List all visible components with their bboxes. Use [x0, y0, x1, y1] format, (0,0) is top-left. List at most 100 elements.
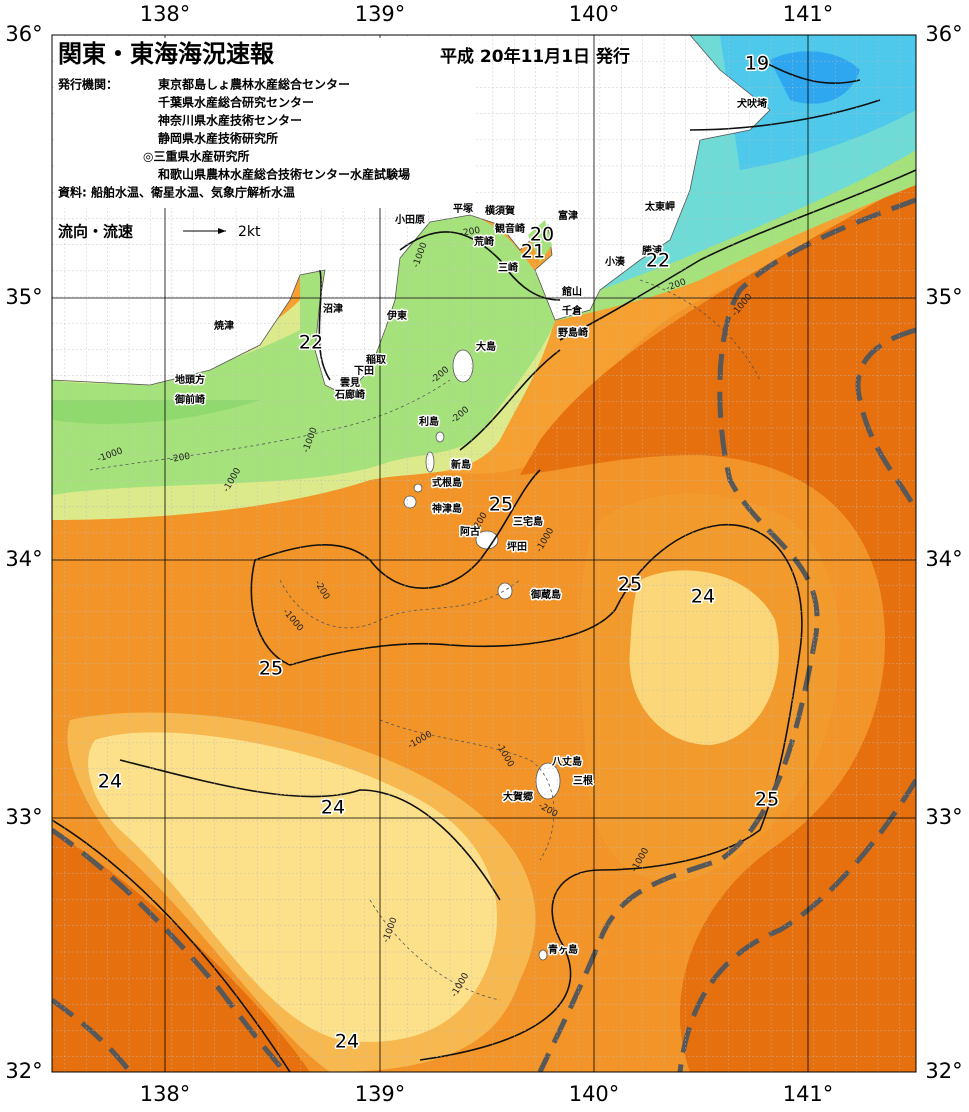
legend-arrowhead	[218, 228, 226, 234]
place-name: 太東岬	[644, 200, 675, 213]
place-name: 野島崎	[558, 326, 588, 339]
isotherm	[399, 231, 561, 301]
island	[497, 582, 513, 600]
sea-cool-patch	[629, 570, 779, 745]
sea-warm-zone	[520, 180, 916, 1072]
latitude-label: 33°	[5, 805, 42, 829]
isobath	[639, 279, 761, 381]
latitude-label: 34°	[5, 547, 42, 571]
place-name: 荒崎	[473, 235, 494, 248]
place-name: 観音崎	[495, 222, 525, 235]
isotherm	[689, 99, 881, 131]
issue-date: 平成 20年11月1日 発行	[440, 46, 630, 67]
source: 資料: 船舶水温、衛星水温、気象庁解析水温	[58, 185, 295, 200]
place-name: 横須賀	[485, 204, 515, 217]
title: 関東・東海海況速報	[58, 40, 275, 68]
islands	[403, 349, 561, 961]
place-name: 小湊	[604, 255, 626, 268]
legend-scale: 2kt	[238, 224, 261, 240]
place-name: 式根島	[432, 476, 462, 489]
isotherm	[254, 469, 541, 589]
place-name: 下田	[354, 365, 374, 377]
latitude-label: 35°	[5, 285, 42, 309]
isotherm-label: 24	[321, 797, 345, 819]
isotherm	[250, 524, 803, 1061]
place-name: 利島	[419, 415, 439, 428]
place-name: 三根	[573, 774, 593, 787]
place-name: 御前崎	[174, 393, 205, 406]
isobath	[89, 379, 451, 471]
longitude-label: 139°	[355, 2, 406, 26]
isotherm-label: 25	[755, 789, 779, 811]
place-name: 青ヶ島	[548, 943, 578, 956]
info-box	[55, 38, 475, 208]
longitude-label: 139°	[355, 1082, 406, 1106]
isobath	[369, 899, 501, 1001]
place-name: 地頭方	[175, 373, 205, 386]
isotherm-label: 21	[521, 241, 545, 263]
issuer-org: 神奈川県水産技術センター	[158, 113, 302, 128]
issuer-org: 東京都島しょ農林水産総合センター	[158, 77, 350, 92]
issuer-org: ◎三重県水産研究所	[143, 149, 249, 164]
place-name: 新島	[451, 458, 471, 471]
map-area	[52, 35, 916, 1072]
isotherm-label: 22	[646, 250, 670, 272]
longitude-label: 141°	[783, 1082, 834, 1106]
isotherm	[52, 819, 291, 1072]
isotherm	[759, 59, 861, 84]
place-name: 御蔵島	[530, 588, 561, 601]
island	[538, 949, 548, 961]
isotherm	[119, 759, 501, 901]
place-name: 神津島	[432, 502, 462, 515]
longitude-label: 140°	[569, 1082, 620, 1106]
isotherm-label: 24	[691, 586, 715, 608]
isotherm-label: 24	[98, 771, 122, 793]
longitude-label: 141°	[783, 2, 834, 26]
isobath-label: -200	[169, 452, 191, 465]
island	[535, 762, 561, 800]
tokyo-bay	[528, 220, 552, 262]
latitude-label: 33°	[925, 805, 962, 829]
place-name: 千倉	[562, 304, 583, 317]
place-name: 三宅島	[513, 515, 543, 528]
longitude-label: 140°	[569, 2, 620, 26]
place-name: 阿古	[460, 525, 480, 538]
place-name: 稲取	[366, 353, 387, 366]
issuer-org: 和歌山県農林水産総合技術センター水産試験場	[157, 167, 410, 182]
island	[452, 349, 474, 383]
issuer-org: 千葉県水産総合研究センター	[158, 95, 314, 110]
isotherm-label: 25	[618, 574, 642, 596]
place-name: 石廊崎	[334, 388, 365, 401]
current-axis	[677, 778, 916, 1072]
place-name: 雲見	[340, 377, 360, 389]
place-name: 焼津	[214, 319, 234, 332]
isotherm	[459, 349, 561, 451]
place-name: 三崎	[498, 261, 518, 274]
island	[403, 495, 417, 509]
place-name: 犬吠埼	[737, 97, 767, 110]
place-name: 勝浦	[642, 244, 662, 257]
isotherm	[318, 269, 331, 381]
place-name: 大島	[476, 340, 496, 353]
isotherm-label: 25	[259, 658, 283, 680]
place-name: 沼津	[323, 302, 343, 315]
current-axis	[52, 827, 287, 1072]
place-name: 伊東	[386, 309, 407, 322]
latitude-label: 35°	[925, 285, 962, 309]
legend-label: 流向・流速	[58, 223, 133, 241]
isobath-label: -200	[459, 226, 481, 239]
latitude-label: 36°	[5, 22, 42, 46]
issuer-label: 発行機関：	[57, 77, 118, 92]
latitude-label: 36°	[925, 22, 962, 46]
isobath	[379, 719, 555, 861]
latitude-label: 32°	[5, 1059, 42, 1083]
place-name: 八丈島	[551, 755, 582, 768]
current-axis	[52, 997, 133, 1072]
longitude-label: 138°	[140, 2, 191, 26]
isotherm	[559, 169, 916, 341]
isotherm-label: 22	[299, 332, 323, 354]
island	[435, 431, 445, 443]
place-name: 平塚	[453, 202, 473, 215]
place-name: 富津	[558, 209, 578, 222]
